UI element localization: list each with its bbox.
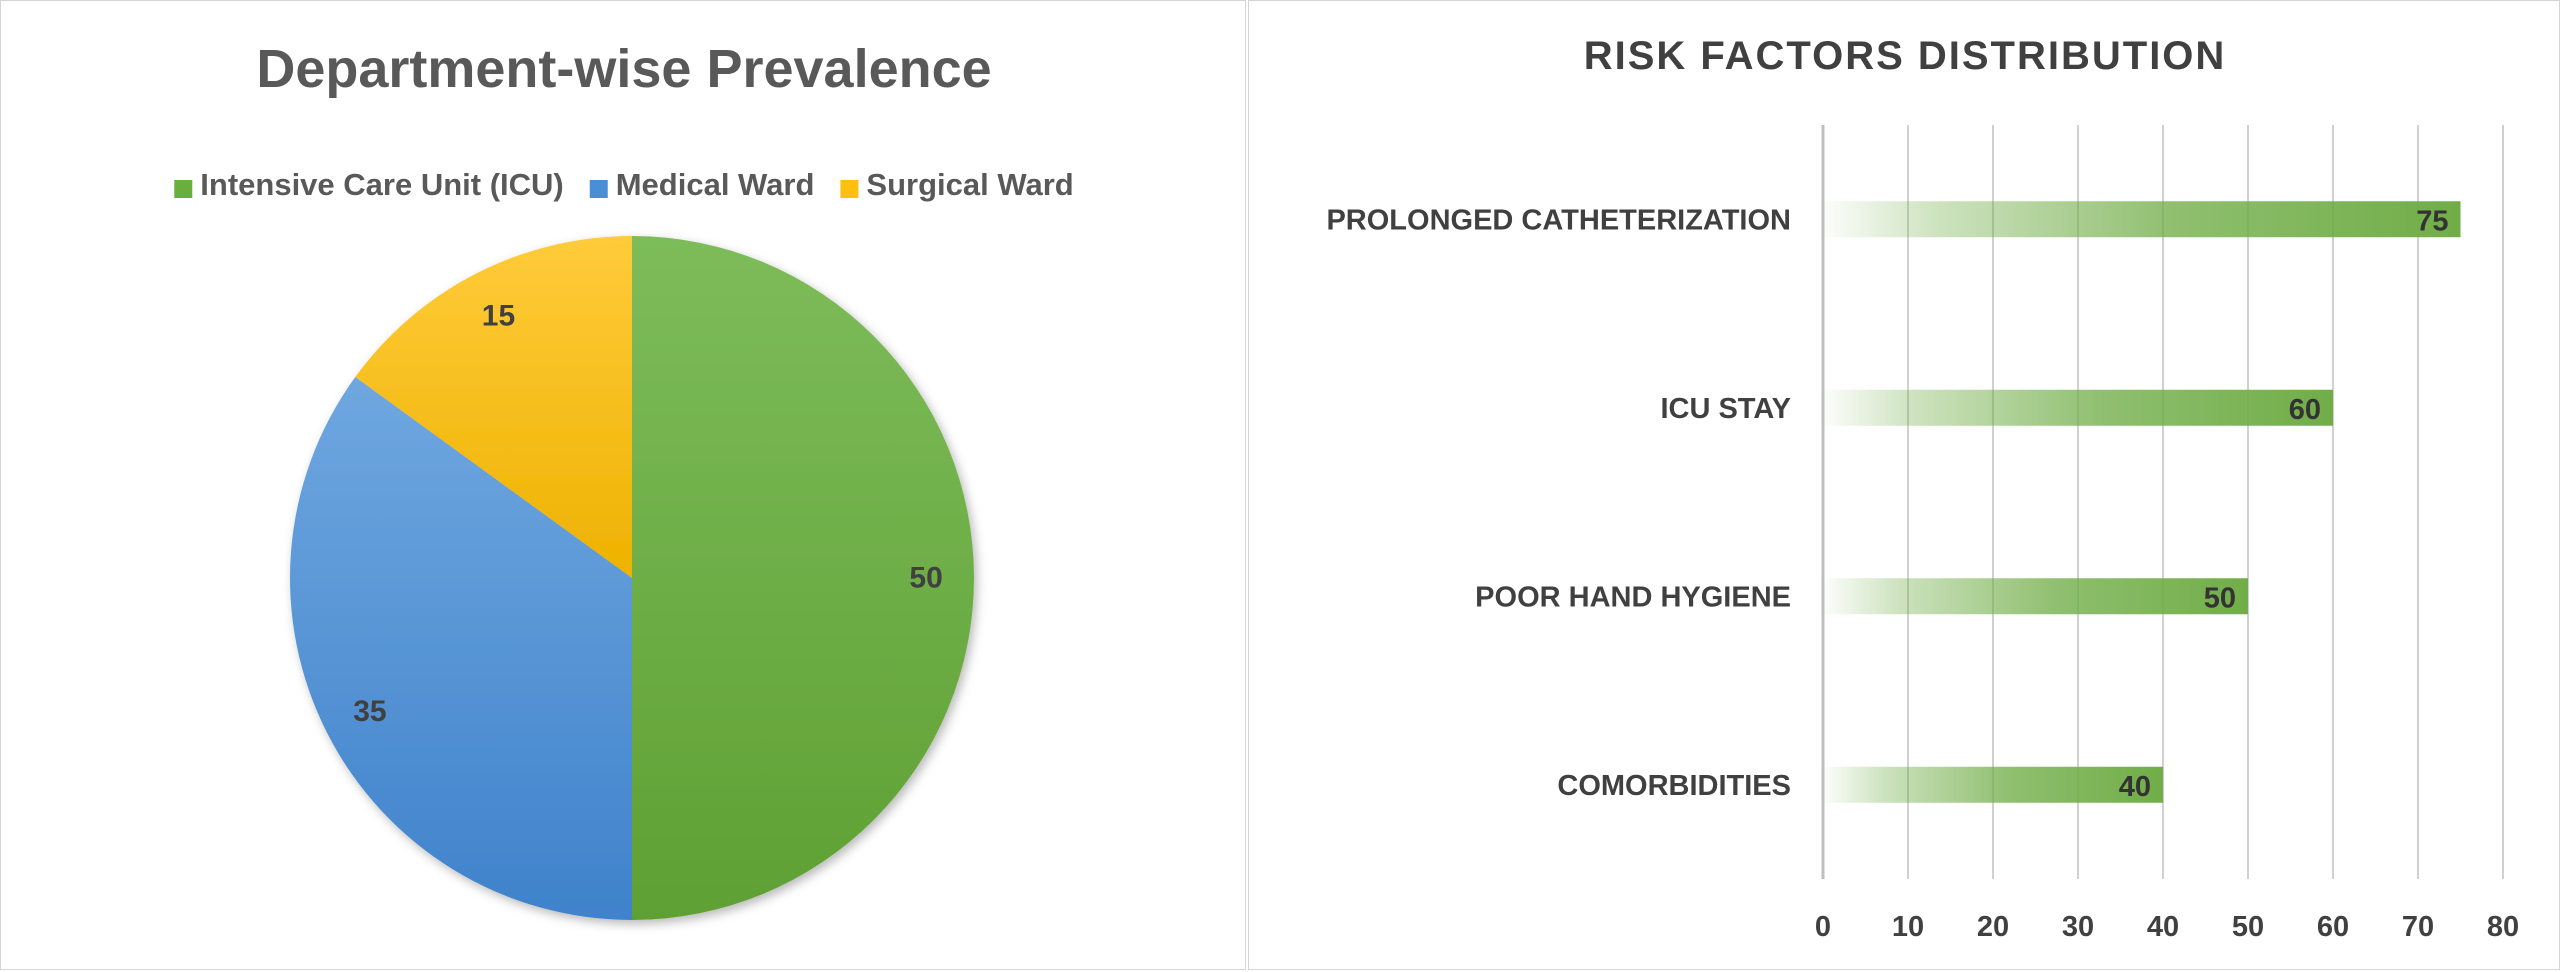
bar-chart-title: RISK FACTORS DISTRIBUTION [1584, 34, 2227, 78]
slice-label-medical-ward: 35 [353, 695, 386, 728]
x-tick-label: 60 [2317, 911, 2349, 943]
x-tick-label: 70 [2402, 911, 2434, 943]
bar [1823, 389, 2333, 426]
category-label: PROLONGED CATHETERIZATION [1326, 204, 1791, 236]
category-label: ICU STAY [1660, 393, 1791, 425]
bar-value-label: 75 [2416, 205, 2448, 237]
bar-chart-x-axis: 0 10 20 30 40 50 60 70 80 [1815, 911, 2519, 943]
category-label: POOR HAND HYGIENE [1475, 581, 1791, 613]
bar-chart: RISK FACTORS DISTRIBUTION 40 50 60 75 COMOR… [1326, 34, 2519, 943]
pie-slice-medical-ward [290, 376, 632, 921]
bar-chart-category-labels: COMORBIDITIES POOR HAND HYGIENE ICU STAY PR… [1326, 204, 1791, 802]
legend-swatch-medical-ward [589, 180, 608, 198]
pie-slice-icu [632, 236, 974, 920]
category-label: COMORBIDITIES [1557, 770, 1791, 802]
pie-chart: Department-wise Prevalence Intensive Car… [174, 39, 1074, 921]
legend-label-icu: Intensive Care Unit (ICU) [200, 167, 563, 202]
bar [1823, 766, 2163, 803]
pie-slice-surgical-ward [355, 236, 632, 578]
bar-chart-panel: RISK FACTORS DISTRIBUTION 40 50 60 75 COMOR… [1248, 0, 2560, 970]
pie-slices [290, 236, 974, 921]
bar-value-label: 40 [2119, 771, 2151, 803]
bar-chart-bars: 40 50 60 75 [1823, 201, 2461, 803]
x-tick-label: 30 [2062, 911, 2094, 943]
slice-label-surgical-ward: 15 [482, 299, 515, 332]
bar-chart-gridlines [1821, 125, 2504, 879]
bar [1823, 201, 2461, 238]
pie-legend: Intensive Care Unit (ICU) Medical Ward S… [174, 167, 1074, 202]
x-tick-label: 50 [2232, 911, 2264, 943]
x-tick-label: 10 [1892, 911, 1924, 943]
x-tick-label: 80 [2487, 911, 2519, 943]
bar-value-label: 50 [2204, 582, 2236, 614]
legend-label-medical-ward: Medical Ward [616, 167, 815, 202]
x-tick-label: 40 [2147, 911, 2179, 943]
pie-chart-title: Department-wise Prevalence [256, 39, 991, 99]
bar-value-label: 60 [2289, 394, 2321, 426]
x-tick-label: 0 [1815, 911, 1831, 943]
pie-chart-panel: Department-wise Prevalence Intensive Car… [0, 0, 1246, 970]
legend-label-surgical-ward: Surgical Ward [866, 167, 1073, 202]
slice-label-icu: 50 [909, 562, 942, 595]
bar [1823, 578, 2248, 615]
legend-swatch-surgical-ward [840, 180, 859, 198]
x-tick-label: 20 [1977, 911, 2009, 943]
legend-swatch-icu [174, 180, 193, 198]
